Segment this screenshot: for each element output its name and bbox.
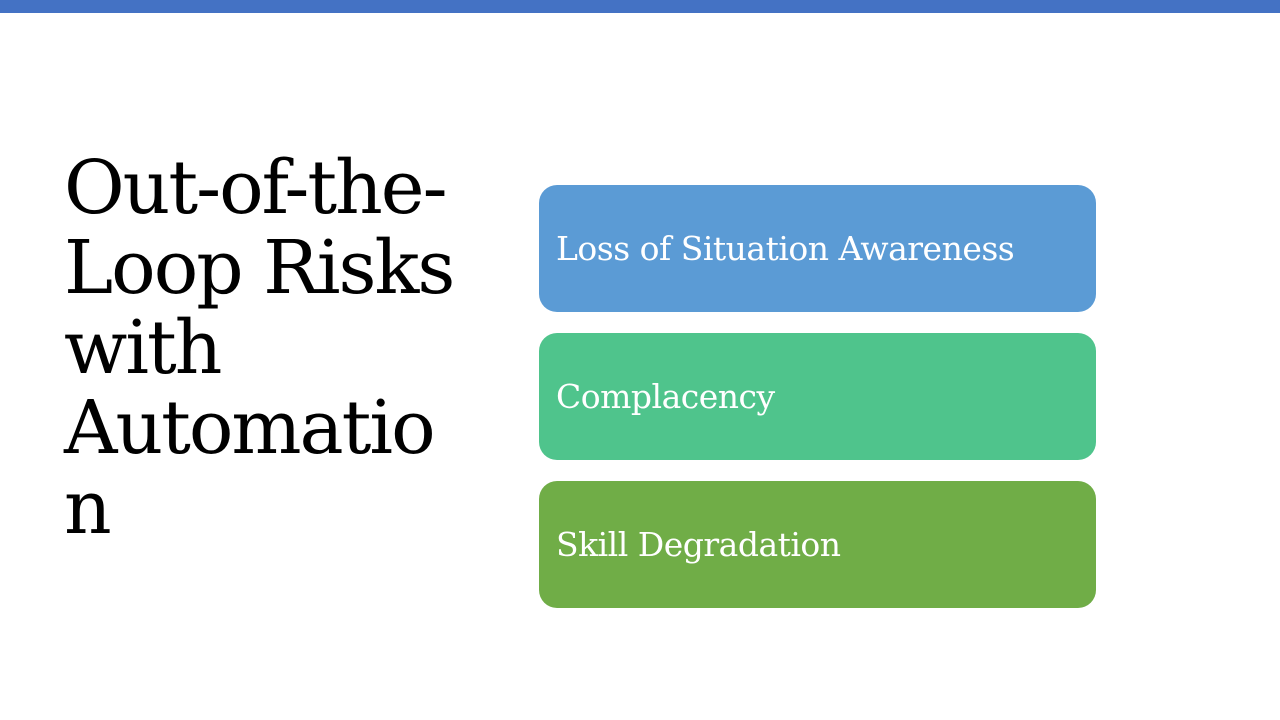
item-label: Loss of Situation Awareness xyxy=(556,229,1015,268)
item-list: Loss of Situation Awareness Complacency … xyxy=(539,185,1096,608)
item-box-situation-awareness: Loss of Situation Awareness xyxy=(539,185,1096,312)
item-box-skill-degradation: Skill Degradation xyxy=(539,481,1096,608)
item-label: Skill Degradation xyxy=(556,525,841,564)
slide-title: Out-of-the- Loop Risks with Automatio n xyxy=(64,145,455,551)
item-label: Complacency xyxy=(556,377,775,416)
item-box-complacency: Complacency xyxy=(539,333,1096,460)
top-accent-bar xyxy=(0,0,1280,13)
